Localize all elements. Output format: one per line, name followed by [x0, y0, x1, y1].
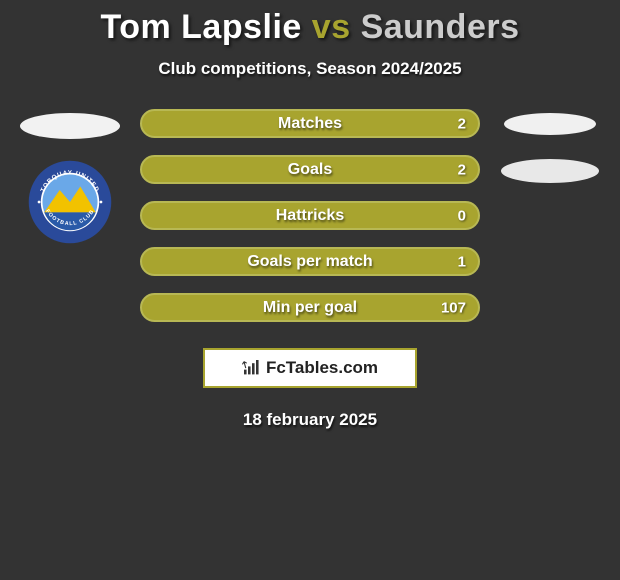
stat-bar-goals-per-match: Goals per match 1	[140, 247, 480, 276]
stat-value: 2	[458, 115, 466, 132]
right-column	[490, 109, 610, 183]
stat-value: 2	[458, 161, 466, 178]
left-column: TORQUAY UNITED FOOTBALL CLUB	[10, 109, 130, 245]
stat-label: Matches	[278, 115, 342, 133]
stat-bar-goals: Goals 2	[140, 155, 480, 184]
date: 18 february 2025	[0, 410, 620, 430]
stat-label: Min per goal	[263, 299, 357, 317]
stat-bar-matches: Matches 2	[140, 109, 480, 138]
brand-text: FcTables.com	[266, 358, 378, 378]
subtitle: Club competitions, Season 2024/2025	[0, 59, 620, 79]
stat-bar-min-per-goal: Min per goal 107	[140, 293, 480, 322]
bar-chart-icon	[242, 360, 262, 376]
club-badge-torquay: TORQUAY UNITED FOOTBALL CLUB	[27, 159, 113, 245]
right-ellipse-placeholder-1	[504, 113, 596, 135]
stat-label: Goals per match	[247, 253, 372, 271]
stat-value: 1	[458, 253, 466, 270]
stat-label: Hattricks	[276, 207, 344, 225]
stat-value: 0	[458, 207, 466, 224]
body-row: TORQUAY UNITED FOOTBALL CLUB Matches 2 G…	[0, 109, 620, 322]
comparison-card: Tom Lapslie vs Saunders Club competition…	[0, 0, 620, 430]
stat-value: 107	[441, 299, 466, 316]
stats-column: Matches 2 Goals 2 Hattricks 0 Goals per …	[140, 109, 480, 322]
brand-link[interactable]: FcTables.com	[203, 348, 417, 388]
player1-name: Tom Lapslie	[100, 8, 301, 46]
right-ellipse-placeholder-2	[501, 159, 599, 183]
title: Tom Lapslie vs Saunders	[0, 8, 620, 47]
player2-name: Saunders	[361, 8, 520, 46]
vs-separator: vs	[312, 8, 351, 46]
left-ellipse-placeholder	[20, 113, 120, 139]
stat-label: Goals	[288, 161, 332, 179]
stat-bar-hattricks: Hattricks 0	[140, 201, 480, 230]
